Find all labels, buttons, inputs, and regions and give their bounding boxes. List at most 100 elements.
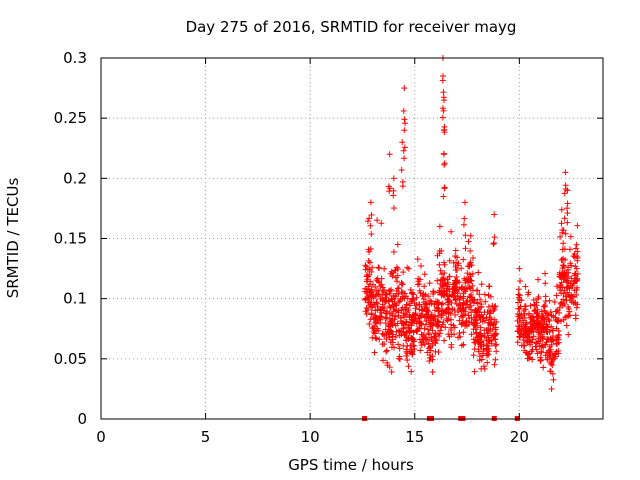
- data-point: [558, 206, 565, 213]
- data-point: [367, 301, 374, 308]
- data-point: [552, 314, 559, 321]
- data-point: [542, 310, 549, 317]
- data-point: [518, 326, 525, 333]
- data-point: [547, 368, 554, 375]
- data-point: [411, 318, 418, 325]
- data-point: [567, 233, 574, 240]
- data-point: [477, 296, 484, 303]
- data-point: [441, 337, 448, 344]
- data-point: [389, 333, 396, 340]
- data-point: [559, 265, 566, 272]
- data-point: [539, 325, 546, 332]
- data-point: [550, 333, 557, 340]
- data-point: [399, 293, 406, 300]
- data-point: [488, 332, 495, 339]
- data-point: [405, 363, 412, 370]
- data-point: [559, 262, 566, 269]
- data-point: [428, 323, 435, 330]
- data-point: [491, 361, 498, 368]
- data-point: [440, 107, 447, 114]
- data-point: [562, 275, 569, 282]
- data-point: [453, 284, 460, 291]
- data-point: [374, 300, 381, 307]
- data-point: [460, 293, 467, 300]
- data-point: [424, 305, 431, 312]
- data-point: [395, 290, 402, 297]
- x-tick-label: 0: [96, 428, 106, 446]
- data-point: [557, 318, 564, 325]
- data-point: [557, 233, 564, 240]
- data-point: [422, 308, 429, 315]
- data-point: [404, 357, 411, 364]
- data-point: [377, 319, 384, 326]
- data-point: [441, 261, 448, 268]
- data-point: [550, 376, 557, 383]
- data-point: [479, 318, 486, 325]
- data-point: [531, 302, 538, 309]
- data-point: [401, 116, 408, 123]
- data-point: [445, 315, 452, 322]
- data-point: [403, 333, 410, 340]
- data-point: [572, 263, 579, 270]
- data-point: [394, 266, 401, 273]
- data-point: [522, 306, 529, 313]
- data-point: [366, 281, 373, 288]
- data-point: [555, 339, 562, 346]
- data-point: [438, 301, 445, 308]
- data-point: [425, 330, 432, 337]
- data-point: [446, 305, 453, 312]
- data-point: [395, 341, 402, 348]
- data-point: [402, 306, 409, 313]
- data-point: [427, 297, 434, 304]
- data-point: [475, 269, 482, 276]
- data-point: [572, 312, 579, 319]
- data-point: [416, 276, 423, 283]
- data-point: [561, 287, 568, 294]
- data-point: [548, 312, 555, 319]
- data-point: [517, 278, 524, 285]
- data-point: [455, 334, 462, 341]
- data-point: [485, 326, 492, 333]
- data-point: [524, 338, 531, 345]
- data-point: [463, 298, 470, 305]
- data-point: [439, 114, 446, 121]
- x-tick-label: 15: [405, 428, 424, 446]
- data-point: [401, 127, 408, 134]
- data-point: [520, 336, 527, 343]
- data-point: [574, 222, 581, 229]
- data-point: [388, 295, 395, 302]
- data-point: [452, 253, 459, 260]
- data-point: [562, 292, 569, 299]
- data-point: [437, 284, 444, 291]
- data-point: [421, 333, 428, 340]
- data-point: [472, 320, 479, 327]
- data-point: [375, 264, 382, 271]
- data-point: [399, 178, 406, 185]
- data-point: [467, 285, 474, 292]
- data-point: [558, 220, 565, 227]
- data-point: [459, 285, 466, 292]
- data-point: [368, 211, 375, 218]
- data-point: [396, 328, 403, 335]
- data-point: [367, 222, 374, 229]
- data-point: [546, 317, 553, 324]
- data-point: [444, 296, 451, 303]
- data-point: [562, 230, 569, 237]
- data-point: [568, 275, 575, 282]
- data-point: [440, 89, 447, 96]
- data-point: [441, 127, 448, 134]
- data-point: [475, 348, 482, 355]
- data-point: [453, 273, 460, 280]
- data-point: [373, 335, 380, 342]
- data-point: [454, 277, 461, 284]
- data-point: [561, 215, 568, 222]
- data-point: [485, 303, 492, 310]
- data-point: [383, 348, 390, 355]
- data-point: [382, 298, 389, 305]
- data-point: [397, 314, 404, 321]
- data-point: [542, 280, 549, 287]
- data-point: [441, 151, 448, 158]
- data-point: [572, 299, 579, 306]
- data-point: [389, 311, 396, 318]
